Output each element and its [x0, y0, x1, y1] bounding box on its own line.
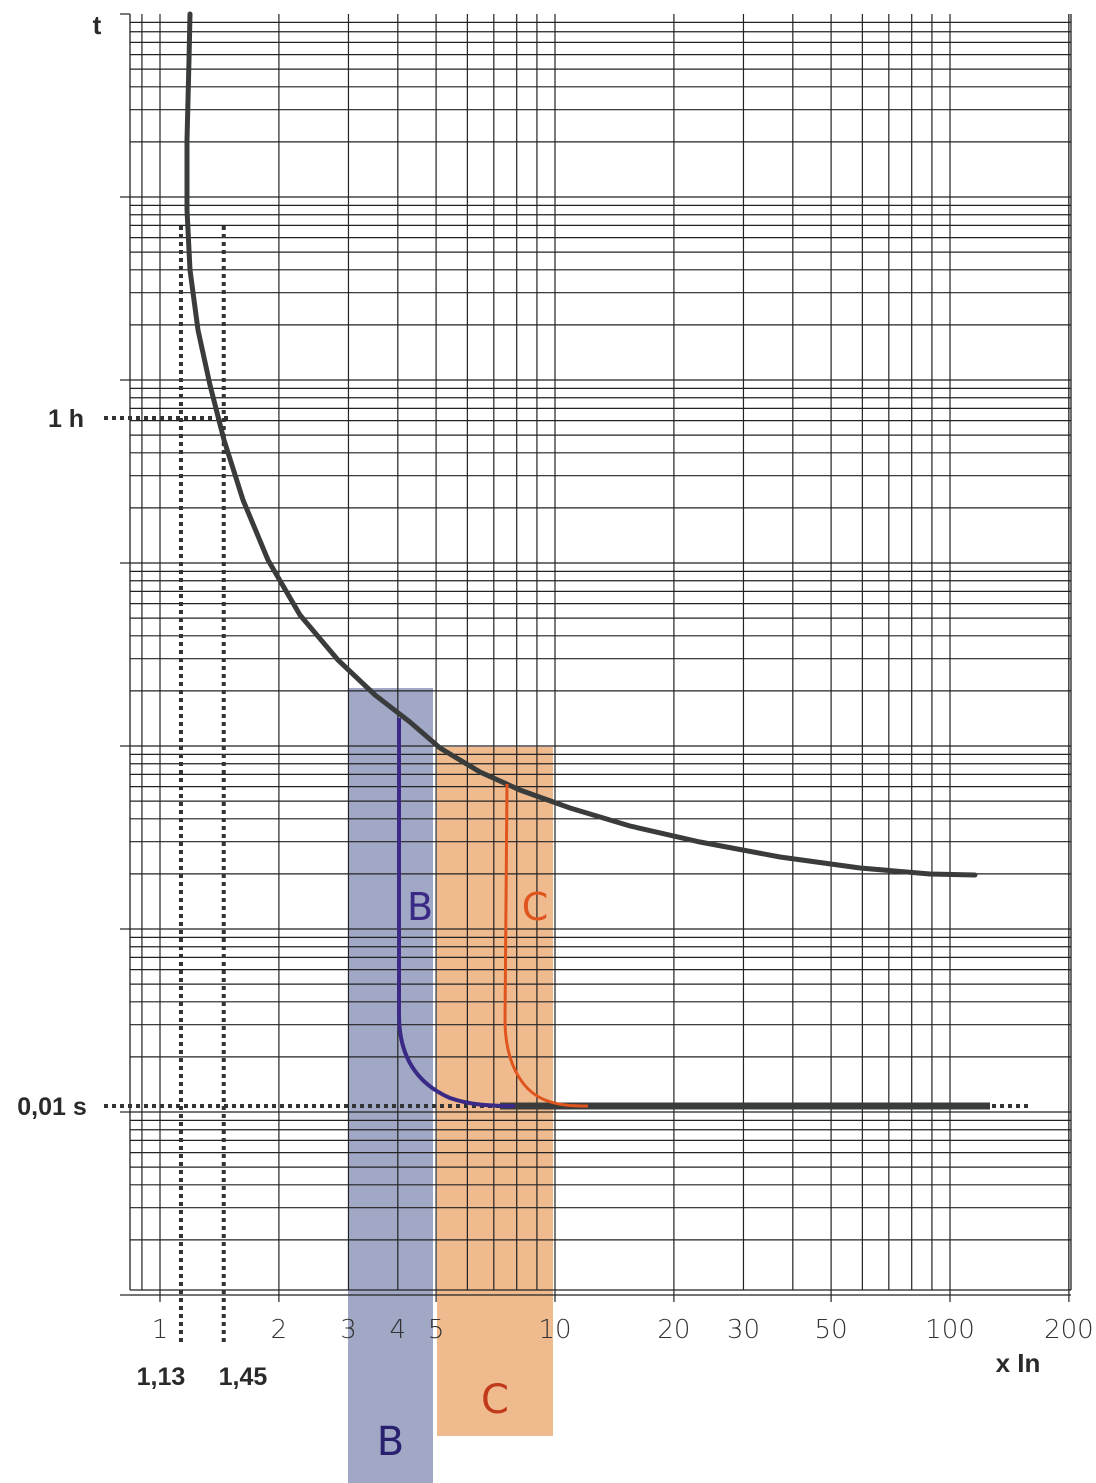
zone-label-b: B	[377, 1419, 404, 1465]
x-tick-label: 10	[538, 1315, 571, 1345]
x-tick-label: 20	[657, 1315, 690, 1345]
zone-label-c: C	[481, 1377, 509, 1423]
x-tick-label: 3	[340, 1315, 357, 1345]
ref-label-x: 1,13	[137, 1363, 186, 1391]
x-tick-label: 2	[271, 1315, 288, 1345]
y-axis-label: t	[93, 10, 102, 40]
x-tick-label: 30	[727, 1315, 760, 1345]
ref-label-x: 1,45	[219, 1363, 268, 1391]
trip-curves	[184, 11, 990, 1110]
ref-label-y: 1 h	[48, 405, 84, 433]
x-tick-label: 100	[925, 1315, 975, 1345]
curve-c	[503, 783, 589, 1108]
trip-zones: BC	[348, 688, 553, 1483]
curve-label-c: C	[522, 885, 549, 929]
x-tick-label: 4	[390, 1315, 407, 1345]
x-axis-label: x In	[996, 1348, 1041, 1378]
curve-b	[397, 718, 516, 1108]
curve-label-b: B	[407, 885, 433, 929]
reference-lines	[104, 226, 1030, 1345]
thermal-curve	[184, 11, 978, 878]
trip-zone-b	[348, 688, 433, 1483]
ref-label-y: 0,01 s	[17, 1093, 87, 1121]
x-tick-label: 5	[428, 1315, 445, 1345]
chart-labels: t x In 1 2 3 4 5 10 20 30 50 100 200 1,13 1,45 1 h 0,0…	[17, 10, 1093, 1391]
trip-zone-c	[437, 747, 553, 1436]
x-tick-label: 1	[152, 1315, 169, 1345]
x-tick-label: 50	[815, 1315, 848, 1345]
x-tick-label: 200	[1044, 1315, 1094, 1345]
